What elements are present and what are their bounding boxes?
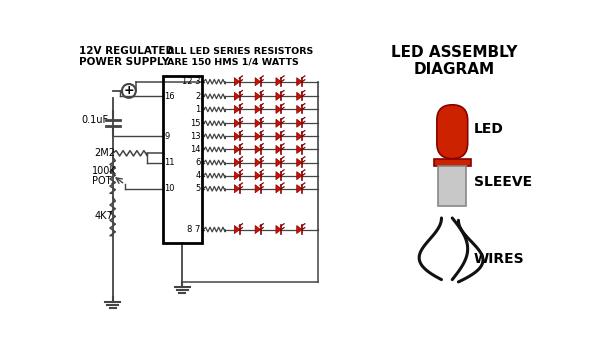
Text: 4K7: 4K7 bbox=[94, 211, 113, 221]
Polygon shape bbox=[276, 145, 281, 153]
Text: 2M2: 2M2 bbox=[94, 148, 115, 158]
Text: 5: 5 bbox=[195, 184, 200, 193]
Polygon shape bbox=[297, 78, 302, 86]
Text: 4: 4 bbox=[195, 171, 200, 180]
Polygon shape bbox=[276, 119, 281, 127]
Text: 8 7: 8 7 bbox=[187, 225, 200, 234]
Bar bbox=[163, 76, 202, 243]
Polygon shape bbox=[276, 185, 281, 193]
Polygon shape bbox=[235, 92, 240, 100]
Polygon shape bbox=[255, 105, 260, 113]
Polygon shape bbox=[255, 158, 260, 167]
Polygon shape bbox=[297, 145, 302, 153]
Polygon shape bbox=[276, 132, 281, 140]
Polygon shape bbox=[297, 92, 302, 100]
Bar bbox=[434, 159, 471, 166]
Polygon shape bbox=[297, 132, 302, 140]
Polygon shape bbox=[276, 78, 281, 86]
Text: 15: 15 bbox=[190, 119, 200, 128]
Polygon shape bbox=[255, 185, 260, 193]
Polygon shape bbox=[255, 145, 260, 153]
Text: 100K: 100K bbox=[92, 166, 116, 176]
Text: LED ASSEMBLY
DIAGRAM: LED ASSEMBLY DIAGRAM bbox=[391, 45, 517, 77]
Polygon shape bbox=[276, 158, 281, 167]
Polygon shape bbox=[297, 119, 302, 127]
Polygon shape bbox=[235, 105, 240, 113]
Polygon shape bbox=[235, 225, 240, 234]
Polygon shape bbox=[235, 145, 240, 153]
Text: POT.: POT. bbox=[92, 176, 113, 186]
Polygon shape bbox=[297, 158, 302, 167]
Polygon shape bbox=[255, 78, 260, 86]
Text: 16: 16 bbox=[164, 92, 175, 101]
Text: +: + bbox=[124, 84, 134, 97]
Text: SLEEVE: SLEEVE bbox=[474, 175, 532, 189]
Polygon shape bbox=[297, 105, 302, 113]
Bar bbox=[439, 166, 466, 206]
Text: LED: LED bbox=[474, 122, 503, 136]
Polygon shape bbox=[235, 172, 240, 180]
Polygon shape bbox=[235, 78, 240, 86]
Polygon shape bbox=[297, 225, 302, 234]
Text: 1: 1 bbox=[195, 105, 200, 114]
Polygon shape bbox=[276, 92, 281, 100]
Text: ALL LED SERIES RESISTORS
ARE 150 HMS 1/4 WATTS: ALL LED SERIES RESISTORS ARE 150 HMS 1/4… bbox=[167, 47, 313, 67]
Text: 10: 10 bbox=[164, 184, 175, 193]
Polygon shape bbox=[255, 119, 260, 127]
Text: 12V REGULATED
POWER SUPPLY: 12V REGULATED POWER SUPPLY bbox=[79, 45, 174, 67]
Text: 11: 11 bbox=[164, 158, 175, 167]
Polygon shape bbox=[235, 119, 240, 127]
Text: 0.1uF: 0.1uF bbox=[82, 115, 109, 125]
Polygon shape bbox=[297, 185, 302, 193]
Polygon shape bbox=[255, 92, 260, 100]
Polygon shape bbox=[235, 185, 240, 193]
Text: 6: 6 bbox=[195, 158, 200, 167]
Text: 13: 13 bbox=[190, 132, 200, 141]
Polygon shape bbox=[255, 225, 260, 234]
Polygon shape bbox=[235, 132, 240, 140]
Text: 2: 2 bbox=[195, 92, 200, 101]
Text: 9: 9 bbox=[164, 132, 170, 141]
Text: 14: 14 bbox=[190, 145, 200, 154]
Text: 12 3: 12 3 bbox=[182, 77, 200, 86]
Text: WIRES: WIRES bbox=[474, 252, 524, 266]
Polygon shape bbox=[276, 105, 281, 113]
Polygon shape bbox=[276, 225, 281, 234]
Polygon shape bbox=[255, 172, 260, 180]
Polygon shape bbox=[235, 158, 240, 167]
Polygon shape bbox=[276, 172, 281, 180]
Polygon shape bbox=[297, 172, 302, 180]
FancyBboxPatch shape bbox=[437, 105, 467, 159]
Polygon shape bbox=[255, 132, 260, 140]
